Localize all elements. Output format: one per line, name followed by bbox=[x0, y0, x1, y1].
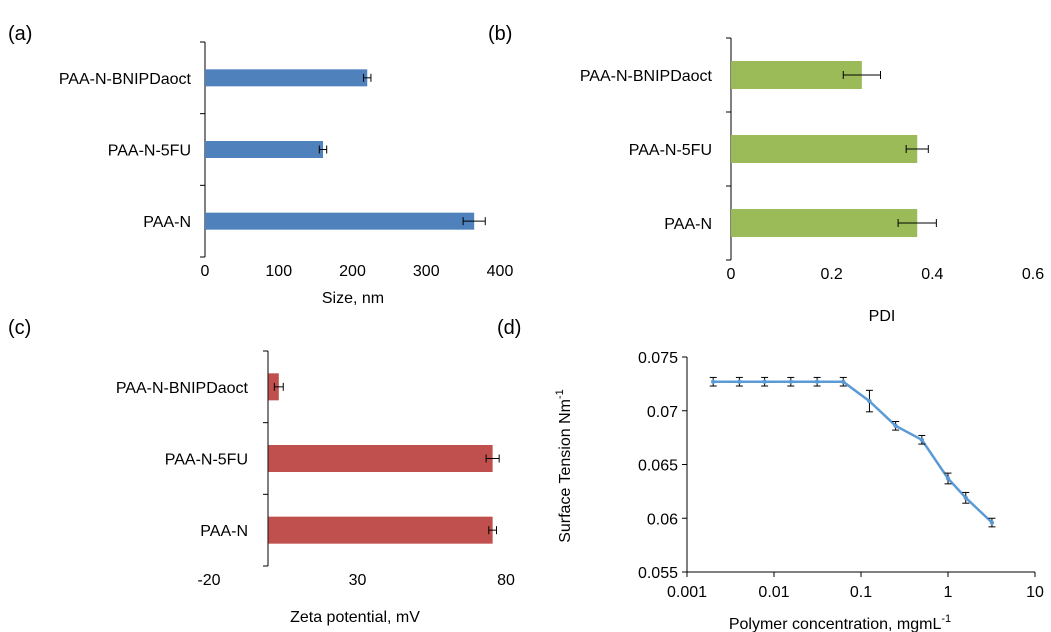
panel-a-category-label: PAA-N bbox=[143, 214, 191, 231]
panel-b-bar bbox=[731, 61, 862, 89]
panel-d-data-point bbox=[762, 379, 767, 384]
panel-d-y-axis-label: Surface Tension Nm-1 bbox=[554, 389, 574, 543]
panel-d-data-point bbox=[989, 520, 995, 525]
panel-d-y-tick-label: 0.075 bbox=[638, 350, 678, 367]
panel-b-category-label: PAA-N-BNIPDaoct bbox=[580, 68, 713, 85]
panel-c-category-label: PAA-N bbox=[200, 523, 248, 540]
panel-a-category-label: PAA-N-BNIPDaoct bbox=[59, 71, 192, 88]
panel-b-x-tick-label: 0.2 bbox=[821, 266, 843, 283]
panel-d-data-point bbox=[841, 379, 846, 384]
panel-d-x-tick-label: 0.1 bbox=[850, 584, 872, 601]
panel-a-chart: PAA-N-BNIPDaoct PAA-N-5FU PAA-N 0 100 200 300 4… bbox=[59, 41, 514, 280]
panel-a-bar bbox=[205, 212, 475, 230]
panel-c-x-axis-label: Zeta potential, mV bbox=[290, 609, 420, 626]
panel-d-chart: 0.055 0.06 0.065 0.07 0.075 0.001 0.01 0.1 1 10 bbox=[638, 350, 1044, 601]
panel-d-x-axis-label: Polymer concentration, mgmL-1 bbox=[729, 613, 951, 632]
panel-d-data-point bbox=[963, 495, 968, 501]
panel-b-x-tick-label: 0.6 bbox=[1022, 266, 1044, 283]
panel-d-x-tick-label: 1 bbox=[944, 584, 953, 601]
panel-b-bar bbox=[731, 209, 918, 237]
panel-c-x-tick-label: 80 bbox=[497, 572, 515, 589]
panel-d-data-point bbox=[893, 423, 898, 428]
panel-d-data-point bbox=[919, 437, 925, 442]
panel-c-bar bbox=[268, 516, 493, 544]
panel-d-x-tick-label: 0.001 bbox=[667, 584, 707, 601]
panel-c-x-tick-label: -20 bbox=[197, 572, 220, 589]
panel-d-label: (d) bbox=[497, 317, 521, 339]
panel-b-category-label: PAA-N bbox=[664, 216, 712, 233]
panel-b-x-tick-label: 0.4 bbox=[921, 266, 943, 283]
panel-a-bar bbox=[205, 69, 368, 87]
panel-d-y-tick-label: 0.055 bbox=[638, 565, 678, 582]
panel-b-x-tick-label: 0 bbox=[727, 266, 736, 283]
panel-a-x-tick-label: 200 bbox=[339, 263, 366, 280]
panel-c-label: (c) bbox=[8, 317, 31, 339]
panel-c-chart: PAA-N-BNIPDaoct PAA-N-5FU PAA-N -20 30 80 bbox=[116, 350, 515, 589]
panel-d-data-point bbox=[788, 379, 794, 384]
panel-c-x-tick-label: 30 bbox=[349, 572, 367, 589]
panel-a-category-label: PAA-N-5FU bbox=[108, 143, 191, 160]
panel-d-y-tick-label: 0.06 bbox=[647, 511, 678, 528]
panel-b-x-axis-label: PDI bbox=[869, 308, 896, 325]
panel-b-bar bbox=[731, 135, 918, 163]
panel-a-bar bbox=[205, 141, 323, 158]
panel-b-chart: PAA-N-BNIPDaoct PAA-N-5FU PAA-N 0 0.2 0.4 0.6 bbox=[580, 37, 1044, 283]
panel-d-data-point bbox=[814, 379, 820, 384]
panel-a-x-tick-label: 0 bbox=[201, 263, 210, 280]
panel-a-x-tick-label: 300 bbox=[413, 263, 440, 280]
panel-d-x-tick-label: 10 bbox=[1026, 584, 1044, 601]
panel-a-x-tick-label: 400 bbox=[487, 263, 514, 280]
panel-c-bar bbox=[268, 445, 493, 472]
panel-d-x-axis-label-sup: -1 bbox=[941, 613, 951, 625]
panel-c-category-label: PAA-N-5FU bbox=[165, 452, 248, 469]
panel-c-bar bbox=[268, 373, 279, 401]
panel-d-y-axis-label-main: Surface Tension Nm bbox=[557, 399, 574, 543]
panel-d-data-point bbox=[737, 379, 742, 384]
panel-d-series-line bbox=[713, 380, 993, 524]
panel-d-y-tick-label: 0.065 bbox=[638, 458, 678, 475]
panel-d-y-tick-label: 0.07 bbox=[647, 404, 678, 421]
panel-d-x-tick-label: 0.01 bbox=[758, 584, 789, 601]
panel-a-x-tick-label: 100 bbox=[265, 263, 292, 280]
panel-d-data-point bbox=[710, 379, 716, 384]
panel-b-label: (b) bbox=[488, 23, 512, 45]
panel-d-x-axis-label-main: Polymer concentration, mgmL bbox=[729, 616, 942, 632]
panel-d-data-point bbox=[867, 398, 872, 404]
panel-a-label: (a) bbox=[8, 23, 32, 45]
panel-b-category-label: PAA-N-5FU bbox=[629, 142, 712, 159]
panel-d-data-point bbox=[945, 476, 951, 481]
panel-c-category-label: PAA-N-BNIPDaoct bbox=[116, 380, 249, 397]
panel-d-y-axis-label-sup: -1 bbox=[554, 389, 566, 399]
panel-a-x-axis-label: Size, nm bbox=[322, 290, 384, 307]
